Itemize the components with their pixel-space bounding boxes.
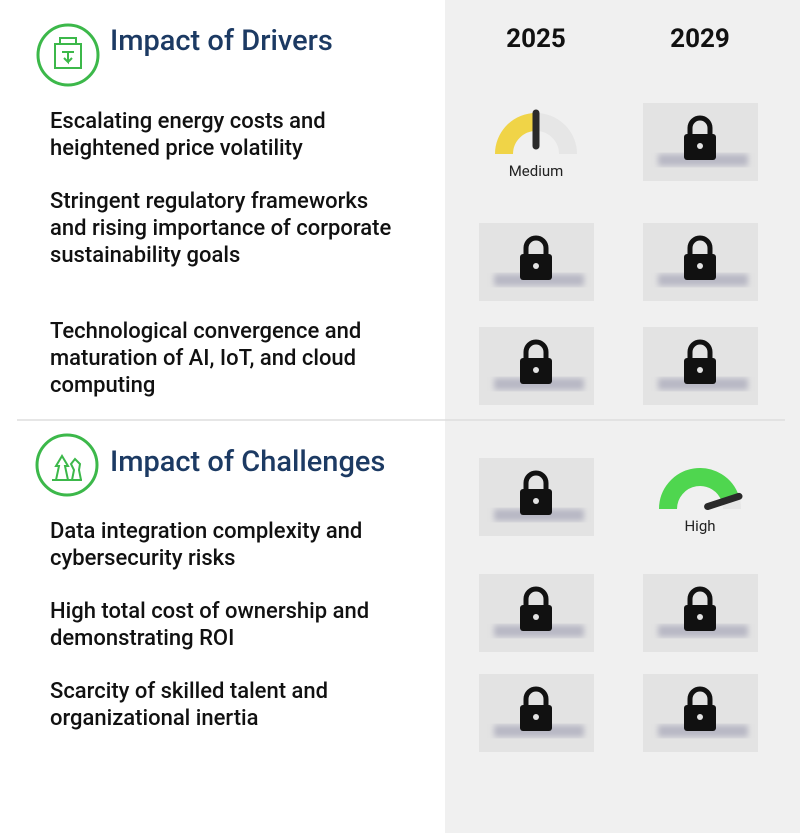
year-header: 2025 xyxy=(506,24,566,54)
gauge-needle xyxy=(704,492,743,511)
lock-shackle xyxy=(687,339,713,360)
locked-cell xyxy=(643,674,758,752)
drivers-icon xyxy=(36,23,100,87)
lock-shackle xyxy=(687,115,713,136)
locked-cell xyxy=(479,327,594,405)
lock-hole xyxy=(533,498,539,504)
row-label: Escalating energy costs and heightened p… xyxy=(50,109,326,161)
lock-hole xyxy=(533,367,539,373)
locked-cell xyxy=(479,574,594,652)
lock-hole xyxy=(533,614,539,620)
row-label: High total cost of ownership and demonst… xyxy=(50,599,370,651)
year-header: 2029 xyxy=(670,24,730,54)
row-label: Stringent regulatory frameworks and risi… xyxy=(50,189,392,268)
section-title: Impact of Drivers xyxy=(110,24,333,58)
lock-shackle xyxy=(523,235,549,256)
challenges-icon xyxy=(35,433,99,497)
gauge: Medium xyxy=(495,109,577,180)
gauge-fill xyxy=(659,468,739,510)
locked-cell xyxy=(479,458,594,536)
lock-hole xyxy=(533,263,539,269)
locked-cell xyxy=(643,327,758,405)
gauge-label: Medium xyxy=(509,162,564,180)
lock-shackle xyxy=(687,686,713,707)
row-label: Scarcity of skilled talent and organizat… xyxy=(50,679,328,731)
lock-shackle xyxy=(523,686,549,707)
lock-hole xyxy=(697,714,703,720)
lock-shackle xyxy=(687,235,713,256)
lock-shackle xyxy=(523,586,549,607)
lock-hole xyxy=(697,367,703,373)
row-label: Data integration complexity and cybersec… xyxy=(50,519,363,571)
locked-cell xyxy=(643,103,758,181)
lock-hole xyxy=(533,714,539,720)
locked-cell xyxy=(479,223,594,301)
lock-hole xyxy=(697,614,703,620)
lock-shackle xyxy=(523,470,549,491)
lock-hole xyxy=(697,143,703,149)
lock-shackle xyxy=(523,339,549,360)
row-label: Technological convergence and maturation… xyxy=(50,319,362,398)
lock-hole xyxy=(697,263,703,269)
gauge: High xyxy=(659,468,743,535)
locked-cell xyxy=(643,574,758,652)
gauge-fill xyxy=(495,113,537,155)
locked-cell xyxy=(643,223,758,301)
gauge-label: High xyxy=(684,517,715,535)
lock-shackle xyxy=(687,586,713,607)
section-title: Impact of Challenges xyxy=(110,445,386,479)
locked-cell xyxy=(479,674,594,752)
